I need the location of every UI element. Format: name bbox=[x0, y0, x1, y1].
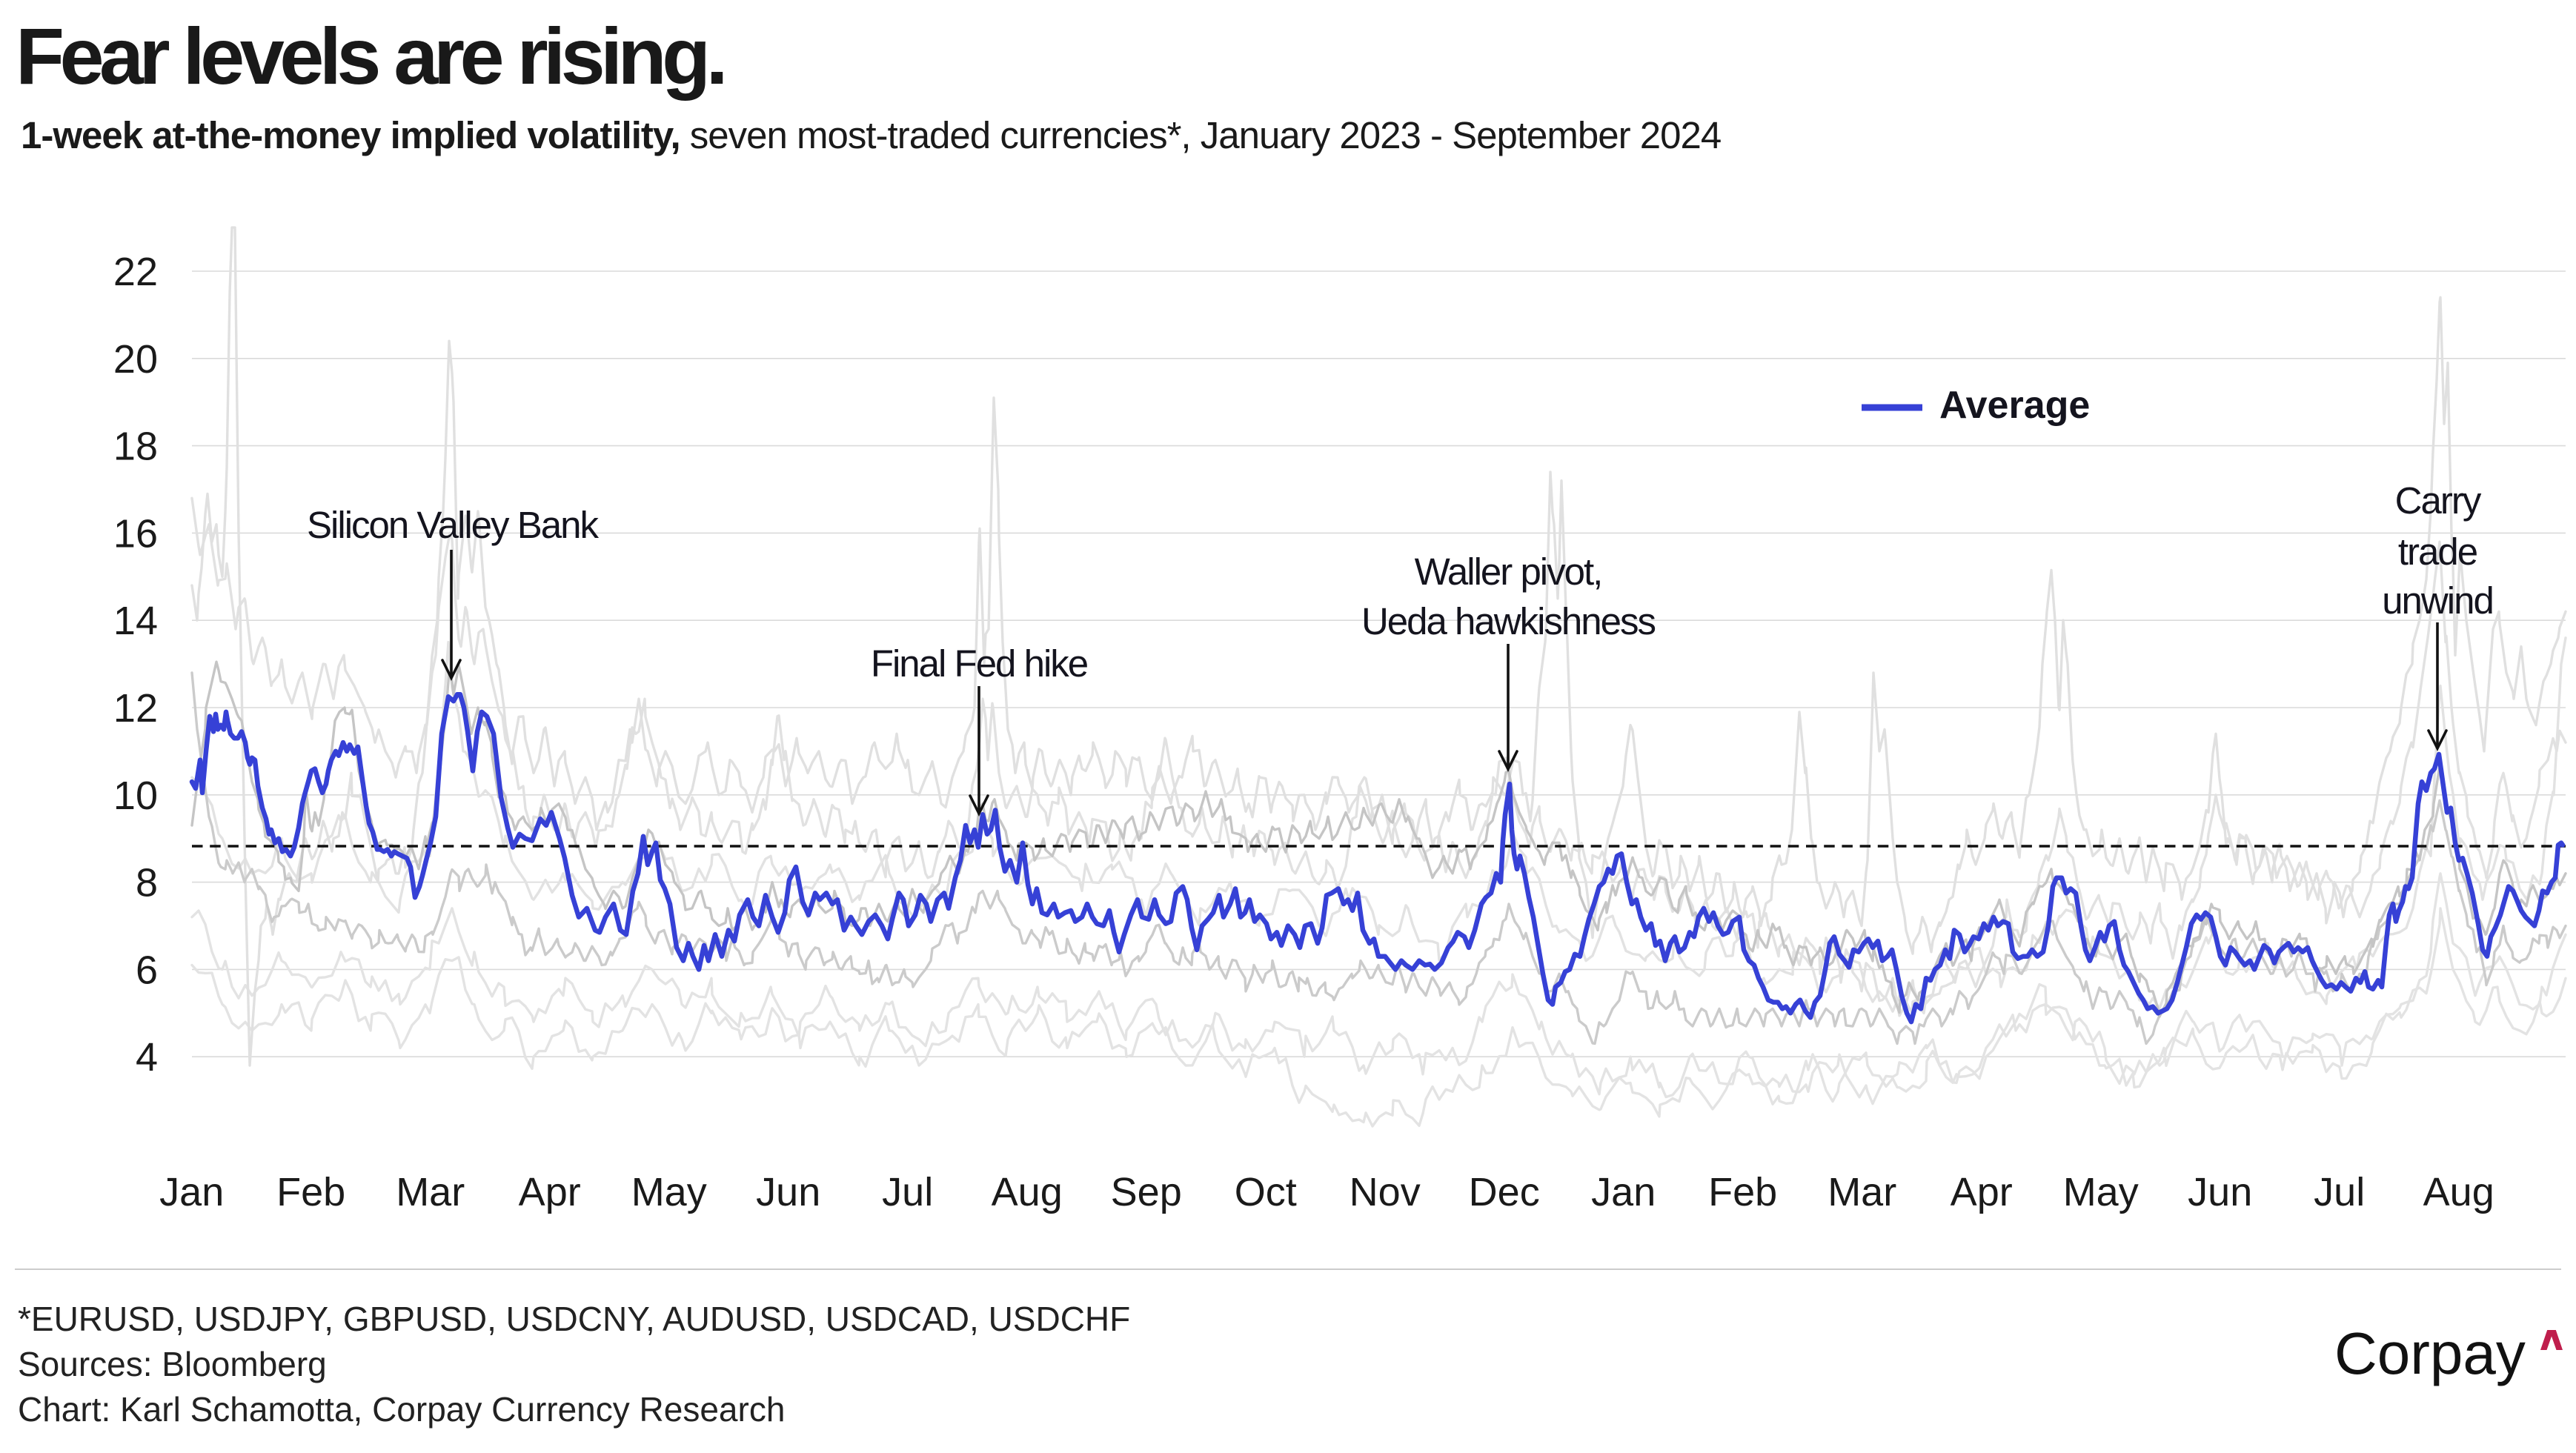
svg-text:Dec: Dec bbox=[1469, 1170, 1540, 1214]
svg-text:May: May bbox=[2063, 1170, 2139, 1214]
svg-text:18: 18 bbox=[113, 425, 158, 469]
svg-text:Mar: Mar bbox=[396, 1170, 465, 1214]
svg-text:Apr: Apr bbox=[1951, 1170, 2013, 1214]
svg-text:6: 6 bbox=[136, 948, 158, 992]
svg-text:Carry: Carry bbox=[2395, 479, 2482, 522]
svg-text:Ueda hawkishness: Ueda hawkishness bbox=[1361, 600, 1656, 642]
svg-text:Sep: Sep bbox=[1111, 1170, 1182, 1214]
svg-text:Silicon Valley Bank: Silicon Valley Bank bbox=[307, 504, 599, 546]
svg-text:Jan: Jan bbox=[159, 1170, 224, 1214]
svg-text:Apr: Apr bbox=[519, 1170, 581, 1214]
svg-text:Jul: Jul bbox=[882, 1170, 933, 1214]
svg-text:20: 20 bbox=[113, 337, 158, 382]
svg-text:12: 12 bbox=[113, 686, 158, 731]
svg-text:Jan: Jan bbox=[1591, 1170, 1656, 1214]
svg-text:Final Fed hike: Final Fed hike bbox=[871, 642, 1088, 685]
svg-text:Waller pivot,: Waller pivot, bbox=[1415, 551, 1602, 593]
svg-text:Average: Average bbox=[1939, 384, 2090, 427]
svg-text:Jun: Jun bbox=[756, 1170, 820, 1214]
svg-text:Aug: Aug bbox=[992, 1170, 1063, 1214]
svg-text:May: May bbox=[631, 1170, 707, 1214]
svg-text:22: 22 bbox=[113, 250, 158, 294]
svg-text:10: 10 bbox=[113, 774, 158, 818]
svg-text:8: 8 bbox=[136, 861, 158, 905]
svg-text:4: 4 bbox=[136, 1035, 158, 1080]
svg-text:Feb: Feb bbox=[1708, 1170, 1777, 1214]
svg-text:Feb: Feb bbox=[276, 1170, 345, 1214]
svg-text:14: 14 bbox=[113, 599, 158, 643]
svg-text:unwind: unwind bbox=[2382, 579, 2493, 622]
svg-text:16: 16 bbox=[113, 511, 158, 556]
svg-text:Nov: Nov bbox=[1350, 1170, 1421, 1214]
svg-text:Oct: Oct bbox=[1235, 1170, 1297, 1214]
svg-text:Mar: Mar bbox=[1828, 1170, 1896, 1214]
svg-text:Jun: Jun bbox=[2188, 1170, 2252, 1214]
svg-text:Aug: Aug bbox=[2423, 1170, 2494, 1214]
svg-text:trade: trade bbox=[2398, 531, 2477, 573]
svg-text:Jul: Jul bbox=[2314, 1170, 2365, 1214]
